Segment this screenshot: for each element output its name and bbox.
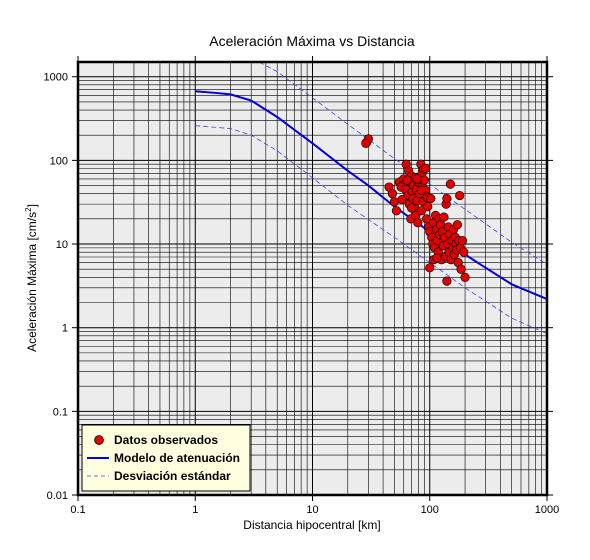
observed-data-point [402, 175, 412, 185]
x-tick-label: 10 [306, 504, 318, 516]
y-tick-label: 0.1 [53, 406, 68, 418]
observed-data-point [397, 194, 407, 205]
attenuation-model-line [195, 90, 547, 300]
observed-data-point [460, 272, 470, 282]
observed-data-point [442, 193, 452, 204]
legend-scatter-marker [94, 435, 104, 445]
x-tick-label: 1 [192, 504, 198, 516]
x-tick-label: 0.1 [70, 504, 85, 516]
observed-data-point [456, 264, 466, 274]
y-tick-label: 100 [50, 155, 68, 167]
observed-data-point [455, 190, 465, 201]
observed-data-point [423, 202, 433, 212]
observed-data-point [459, 247, 469, 257]
grid [77, 62, 547, 496]
y-tick-label: 10 [56, 239, 68, 251]
y-tick-label: 1 [62, 323, 68, 335]
lower-deviation-line [195, 125, 547, 334]
y-tick-label: 1000 [44, 72, 68, 84]
observed-data-point [406, 203, 417, 213]
observed-data-point [442, 276, 452, 286]
observed-data-point [452, 220, 462, 230]
observed-data-point [413, 218, 423, 228]
observed-data-point [432, 253, 442, 263]
observed-data-point [445, 179, 456, 189]
observed-data-point [387, 189, 397, 199]
observed-data-point [361, 138, 371, 148]
observed-data-point [457, 235, 468, 246]
x-tick-label: 100 [421, 504, 439, 516]
data-layer [195, 62, 547, 334]
y-tick-label: 0.01 [47, 490, 68, 502]
x-tick-label: 1000 [535, 504, 559, 516]
legend-box [81, 424, 251, 492]
observed-data-point [420, 163, 431, 174]
legend-model-label: Modelo de atenuación [114, 451, 240, 465]
observed-data-point [426, 193, 436, 204]
legend: Datos observados Modelo de atenuación De… [81, 424, 251, 492]
observed-data-point [425, 263, 435, 273]
plot-frame [76, 60, 549, 497]
legend-deviation-label: Desviación estándar [114, 469, 231, 483]
observed-data-point [439, 212, 449, 222]
observed-data-point [391, 206, 402, 216]
observed-data-point [416, 185, 427, 195]
y-axis-label: Aceleración Máxima [cm/s2] [24, 204, 39, 352]
upper-deviation-line [258, 62, 547, 265]
legend-scatter-label: Datos observados [114, 433, 218, 447]
observed-data-point [389, 197, 400, 207]
observed-data-point [412, 174, 422, 184]
x-axis-label: Distancia hipocentral [km] [243, 518, 380, 532]
chart-title: Aceleración Máxima vs Distancia [209, 33, 415, 49]
